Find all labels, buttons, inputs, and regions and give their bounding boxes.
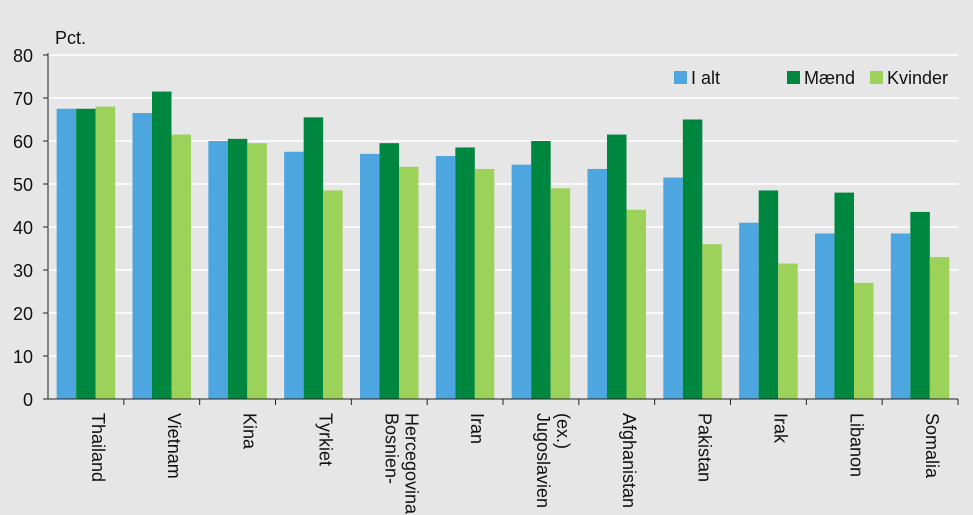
bars xyxy=(56,91,950,400)
bar-mænd xyxy=(531,141,551,399)
y-tick-label: 20 xyxy=(13,304,33,324)
bar-mænd xyxy=(455,147,475,399)
bar-i-alt xyxy=(815,233,835,399)
bar-i-alt xyxy=(132,113,152,400)
bar-mænd xyxy=(910,211,930,399)
bar-kvinder xyxy=(399,166,419,399)
legend: I alt Mænd Kvinder xyxy=(674,68,948,88)
bar-kvinder xyxy=(702,244,722,399)
bar-mænd xyxy=(607,134,627,400)
x-tick-label: Jugoslavien xyxy=(533,413,553,508)
y-tick-label: 50 xyxy=(13,175,33,195)
legend-label: Kvinder xyxy=(887,68,948,88)
legend-swatch xyxy=(787,71,800,84)
bar-kvinder xyxy=(929,257,950,399)
bar-kvinder xyxy=(95,106,116,399)
x-tick-labels: Thailand Vietnam Kina Tyrkiet Bosnien- Herceg… xyxy=(88,413,942,515)
bar-mænd xyxy=(758,190,779,399)
x-tick-label: Iran xyxy=(467,413,487,444)
x-tick-label: Kina xyxy=(240,413,260,450)
bar-mænd xyxy=(379,143,399,399)
y-axis-label: Pct. xyxy=(55,28,86,48)
x-tick-label: Libanon xyxy=(846,413,866,477)
legend-swatch xyxy=(870,71,883,84)
bar-kvinder xyxy=(626,209,646,399)
bar-kvinder xyxy=(474,168,495,399)
legend-swatch xyxy=(674,71,687,84)
x-tick-label: Irak xyxy=(770,413,790,444)
x-tick-label: Vietnam xyxy=(164,413,184,479)
bar-mænd xyxy=(76,108,96,399)
bar-mænd xyxy=(834,192,854,399)
x-tick-label: Bosnien- xyxy=(381,413,401,484)
x-tick-label: Tyrkiet xyxy=(315,413,335,466)
y-tick-label: 0 xyxy=(23,390,33,410)
bar-i-alt xyxy=(56,108,77,399)
y-tick-label: 70 xyxy=(13,89,33,109)
x-tick-label: Hercegovina xyxy=(401,413,421,515)
bar-kvinder xyxy=(550,188,571,399)
bar-i-alt xyxy=(208,141,228,399)
y-tick-label: 40 xyxy=(13,218,33,238)
x-tick-label: Pakistan xyxy=(695,413,715,482)
y-tick-label: 10 xyxy=(13,347,33,367)
y-tick-label: 80 xyxy=(13,46,33,66)
bar-kvinder xyxy=(778,263,798,399)
bar-i-alt xyxy=(663,177,683,399)
bar-kvinder xyxy=(323,190,343,399)
bar-i-alt xyxy=(587,168,607,399)
bar-mænd xyxy=(152,91,172,400)
gridlines xyxy=(48,54,958,357)
bar-kvinder xyxy=(854,282,874,399)
x-tick-label: Afghanistan xyxy=(619,413,639,508)
y-tick-labels: 0 10 20 30 40 50 60 70 80 xyxy=(13,46,33,410)
legend-label: Mænd xyxy=(804,68,855,88)
bar-i-alt xyxy=(435,156,456,399)
legend-label: I alt xyxy=(691,68,720,88)
y-tick-label: 60 xyxy=(13,132,33,152)
y-tick-label: 30 xyxy=(13,261,33,281)
bar-kvinder xyxy=(171,134,191,400)
bar-i-alt xyxy=(739,222,759,399)
x-tick-label: Somalia xyxy=(922,413,942,479)
bar-i-alt xyxy=(890,233,911,399)
x-tick-label: Thailand xyxy=(88,413,108,482)
bar-mænd xyxy=(303,117,324,399)
bar-i-alt xyxy=(284,151,304,399)
x-tick-label: (ex.) xyxy=(553,413,573,449)
bar-i-alt xyxy=(360,153,380,399)
bar-i-alt xyxy=(511,164,532,399)
bar-mænd xyxy=(682,119,703,399)
bar-mænd xyxy=(227,138,248,399)
bar-kvinder xyxy=(247,143,267,399)
axes xyxy=(43,53,959,405)
